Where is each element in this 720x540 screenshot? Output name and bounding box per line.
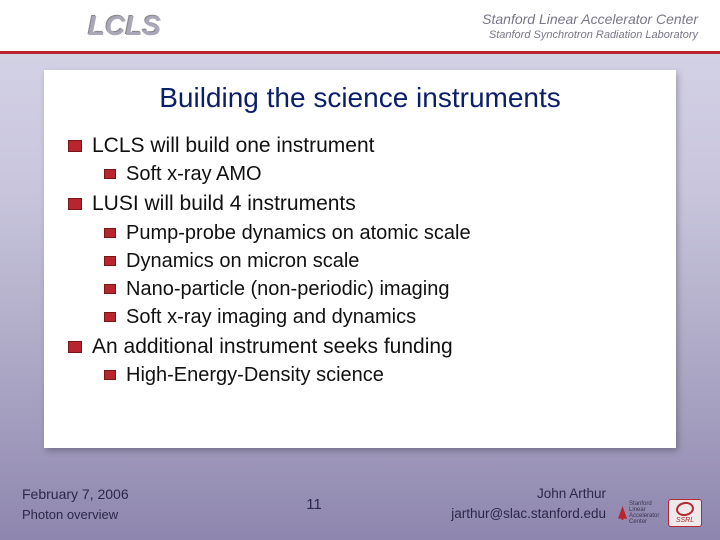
bullet-level2: Soft x-ray imaging and dynamics: [104, 304, 652, 331]
stanford-text-1: Stanford Linear: [629, 501, 660, 513]
footer-left: February 7, 2006 Photon overview: [22, 484, 284, 525]
lab-name-block: Stanford Linear Accelerator Center Stanf…: [482, 11, 698, 41]
ssrl-label: SSRL: [676, 517, 694, 524]
bullet-level2: High-Energy-Density science: [104, 362, 652, 389]
bullet-level2: Dynamics on micron scale: [104, 248, 652, 275]
lab-name-line1: Stanford Linear Accelerator Center: [482, 11, 698, 27]
bullet-level1: LCLS will build one instrument: [68, 132, 652, 160]
bullet-list: LCLS will build one instrument Soft x-ra…: [68, 132, 652, 389]
bullet-level1: An additional instrument seeks funding: [68, 333, 652, 361]
bullet-level2: Soft x-ray AMO: [104, 161, 652, 188]
slide-title: Building the science instruments: [68, 82, 652, 114]
footer: February 7, 2006 Photon overview 11 John…: [0, 478, 720, 540]
footer-email: jarthur@slac.stanford.edu: [344, 504, 606, 524]
lcls-logo: LCLS: [88, 10, 161, 42]
ssrl-logo-icon: SSRL: [668, 499, 702, 527]
bullet-level2: Pump-probe dynamics on atomic scale: [104, 220, 652, 247]
bullet-level2: Nano-particle (non-periodic) imaging: [104, 276, 652, 303]
header-bar: LCLS Stanford Linear Accelerator Center …: [0, 0, 720, 54]
content-card: Building the science instruments LCLS wi…: [44, 70, 676, 448]
stanford-text-3: Center: [629, 519, 660, 525]
tree-icon: [618, 506, 627, 520]
footer-subtitle: Photon overview: [22, 505, 284, 525]
ring-icon: [675, 501, 695, 518]
bullet-level1: LUSI will build 4 instruments: [68, 190, 652, 218]
footer-date: February 7, 2006: [22, 484, 284, 505]
page-number: 11: [284, 484, 344, 513]
footer-author: John Arthur: [344, 484, 606, 504]
stanford-logo-icon: Stanford Linear Accelerator Center: [618, 498, 660, 528]
footer-logos: Stanford Linear Accelerator Center SSRL: [618, 498, 702, 528]
lab-name-line2: Stanford Synchrotron Radiation Laborator…: [482, 29, 698, 41]
